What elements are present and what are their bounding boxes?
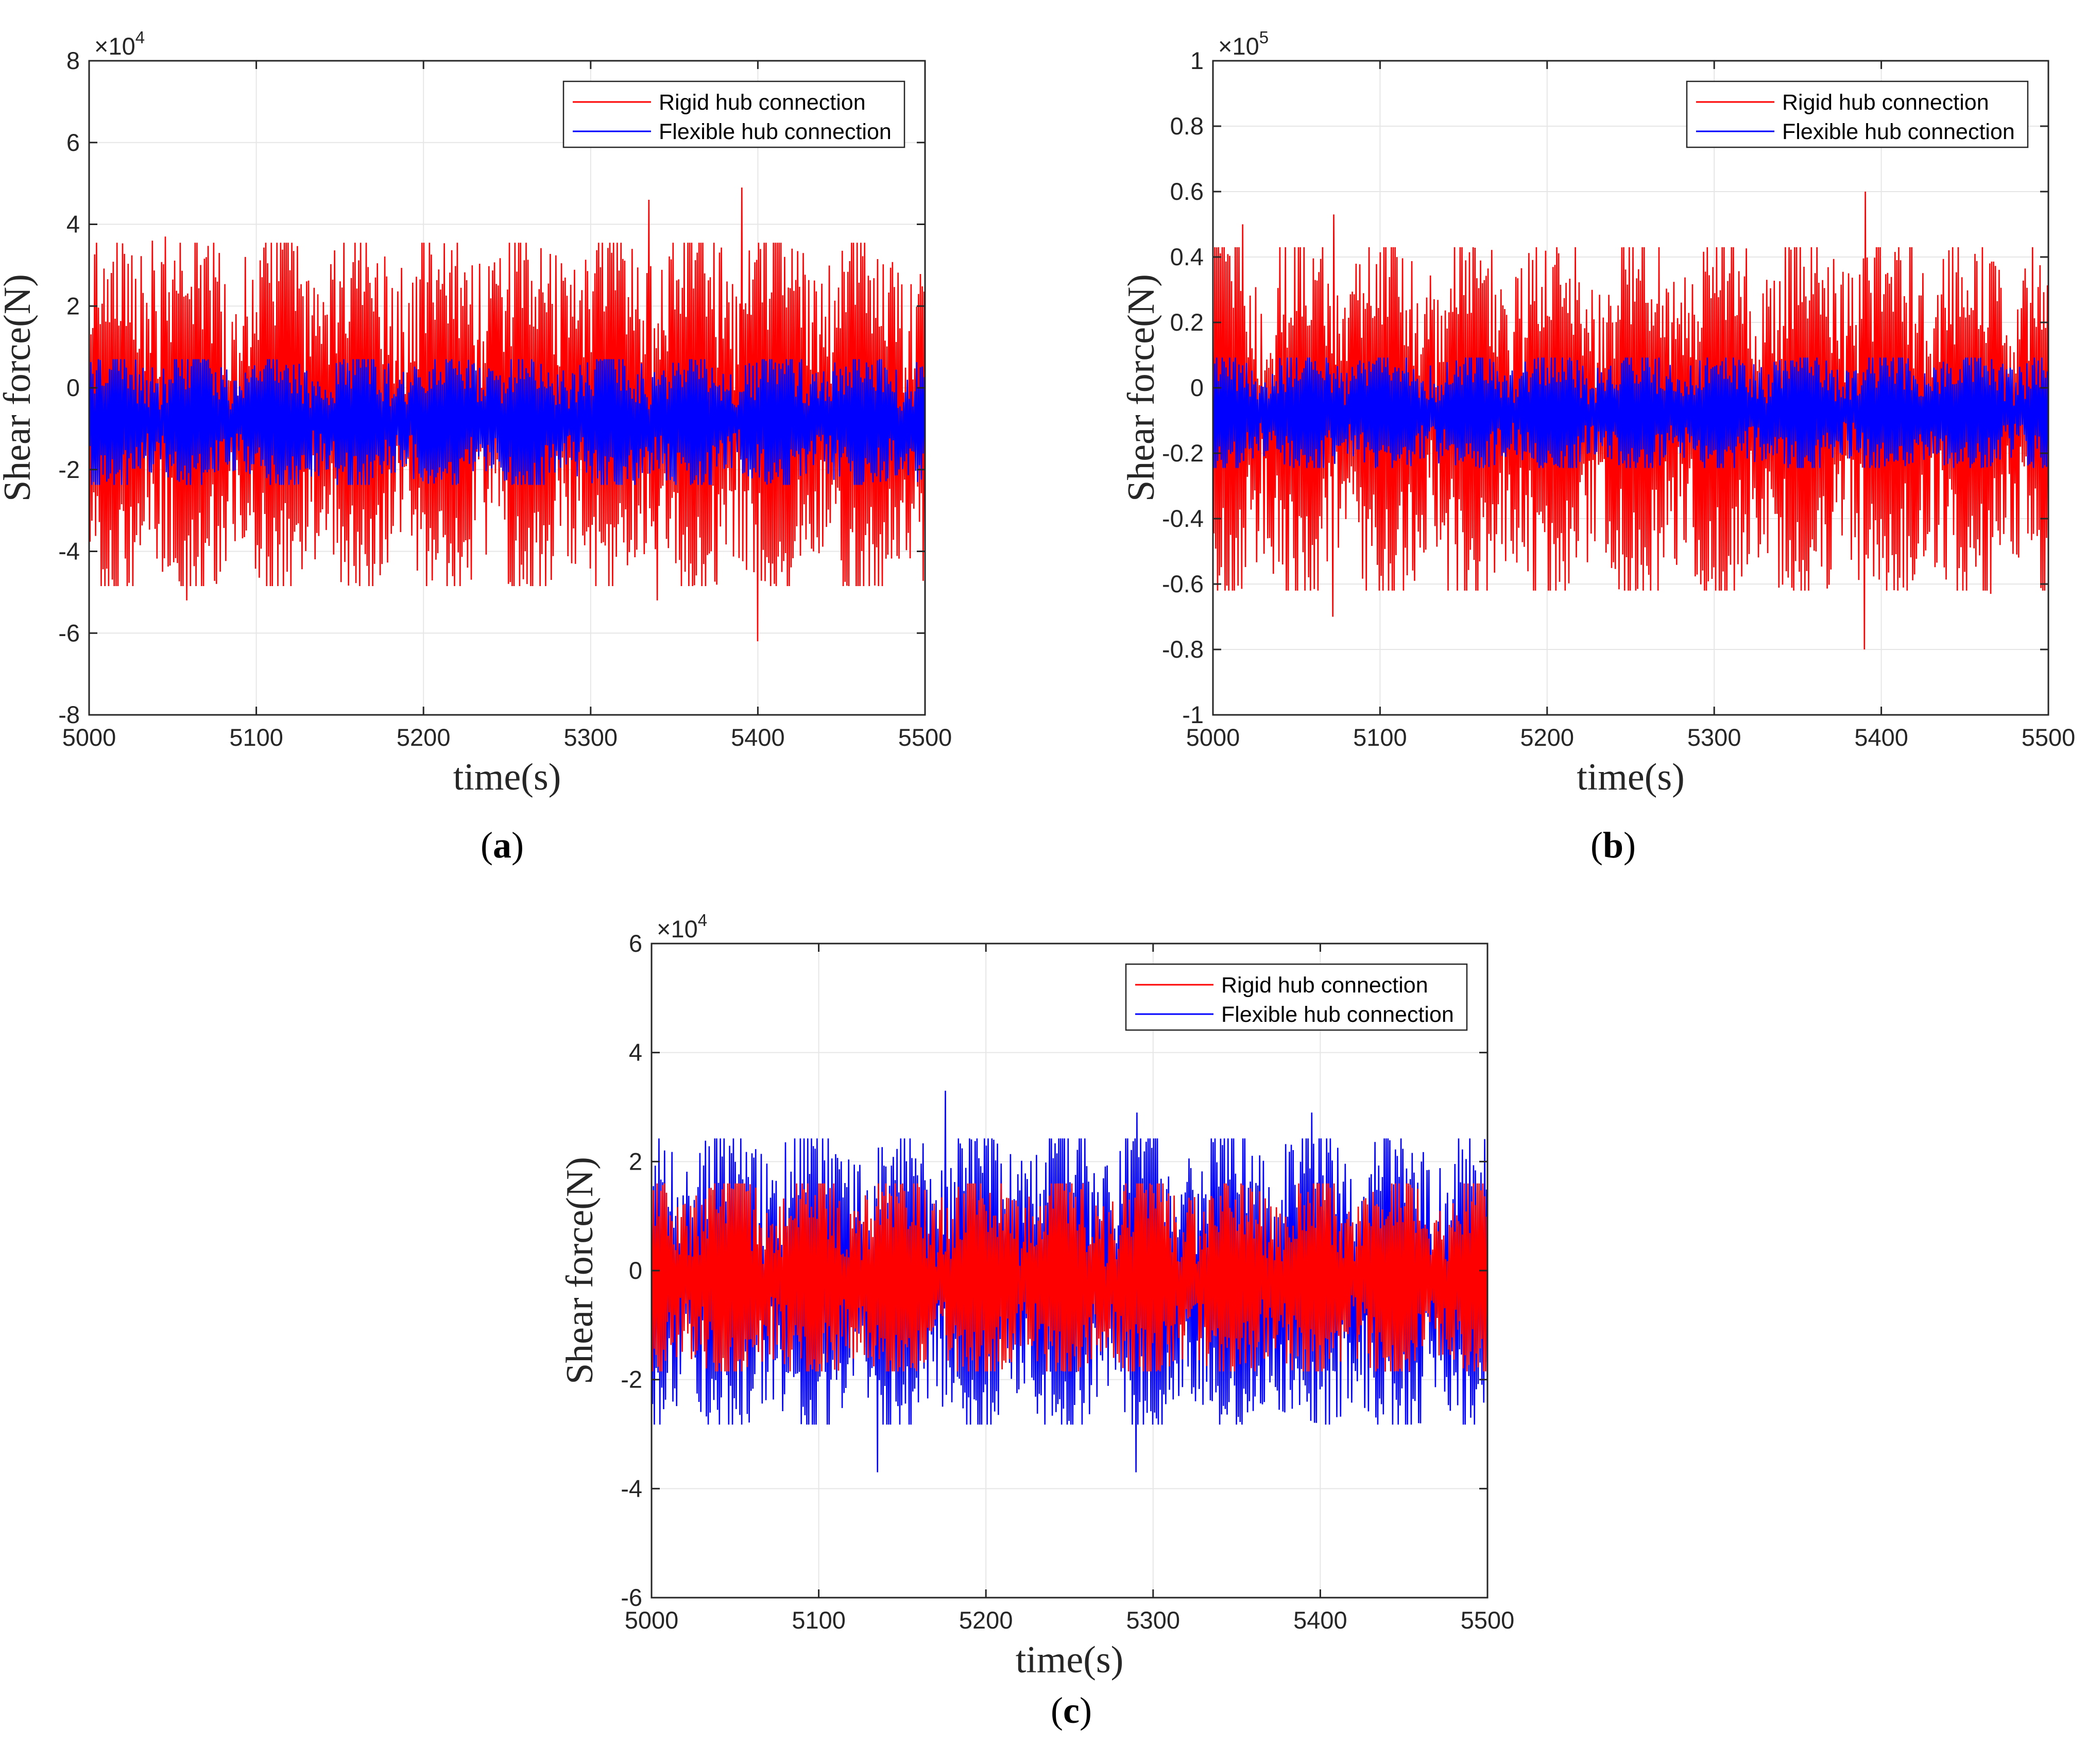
y-tick-label: -1: [1182, 701, 1204, 728]
x-tick-label: 5300: [1126, 1606, 1181, 1634]
x-tick-label: 5100: [1353, 724, 1407, 751]
x-tick-label: 5100: [792, 1606, 846, 1634]
legend-box: [1125, 963, 1468, 1031]
y-tick-label: -2: [621, 1366, 642, 1393]
x-tick-label: 5100: [229, 724, 283, 751]
chart-panel-a: 5000 5100 5200 5300 5400 5500 -8 -6 -4 -2 0 2 4 6 8 ×10…: [0, 28, 952, 866]
y-tick-label: -4: [58, 538, 80, 565]
legend: Rigid hub connection Flexible hub connect…: [1125, 963, 1468, 1031]
y-tick-label: 6: [66, 129, 80, 156]
y-tick-label: -2: [58, 456, 80, 483]
legend-label: Flexible hub connection: [1221, 1002, 1454, 1027]
legend: Rigid hub connection Flexible hub connect…: [562, 80, 905, 148]
series-line-rigid-hub-connection: [89, 187, 925, 642]
y-axis-label: Shear force(N): [559, 1157, 601, 1384]
y-tick-label: 0.8: [1170, 112, 1204, 140]
legend-label: Rigid hub connection: [1782, 90, 1989, 115]
y-tick-label: 0.2: [1170, 309, 1204, 336]
y-tick-label: 0: [66, 374, 80, 401]
legend-label: Rigid hub connection: [1221, 973, 1428, 998]
y-tick-label: 4: [66, 211, 80, 238]
x-tick-label: 5400: [1854, 724, 1908, 751]
y-tick-label: -6: [621, 1584, 642, 1611]
y-tick-label: 0: [1190, 374, 1204, 401]
panel-caption: (a): [481, 825, 524, 866]
legend-box: [562, 80, 905, 148]
x-axis-label: time(s): [1016, 1639, 1124, 1681]
x-tick-label: 5000: [625, 1606, 679, 1634]
y-axis-label: Shear force(N): [0, 274, 39, 502]
legend-label: Rigid hub connection: [659, 90, 866, 115]
y-tick-label: 8: [66, 47, 80, 74]
y-tick-label: -0.6: [1162, 570, 1204, 597]
panel-caption: (b): [1590, 825, 1636, 866]
y-tick-label: 0.4: [1170, 243, 1204, 270]
panel-caption: (c): [1051, 1690, 1092, 1731]
series-line-rigid-hub-connection: [652, 1183, 1487, 1372]
y-exponent-label: ×104: [94, 28, 145, 60]
x-tick-label: 5300: [564, 724, 618, 751]
y-tick-label: -6: [58, 619, 80, 646]
y-tick-label: -0.2: [1162, 439, 1204, 467]
x-tick-label: 5000: [62, 724, 116, 751]
x-tick-label: 5200: [397, 724, 451, 751]
y-tick-label: -0.8: [1162, 636, 1204, 663]
x-axis-label: time(s): [453, 756, 561, 798]
chart-panel-c: 5000 5100 5200 5300 5400 5500 -6 -4 -2 0 2 4 6 ×104 ti…: [559, 911, 1514, 1731]
y-tick-label: 0: [629, 1257, 642, 1284]
x-tick-label: 5500: [898, 724, 952, 751]
x-tick-label: 5500: [2022, 724, 2076, 751]
y-axis-label: Shear force(N): [1120, 274, 1162, 502]
x-tick-label: 5200: [959, 1606, 1013, 1634]
chart-panel-b: 5000 5100 5200 5300 5400 5500 -1 -0.8 -0.6 -0.4 -0…: [1120, 28, 2075, 866]
y-tick-label: 4: [629, 1039, 642, 1066]
series-line-flexible-hub-connection: [1213, 357, 2048, 468]
legend-label: Flexible hub connection: [1782, 119, 2015, 144]
legend-box: [1686, 80, 2029, 148]
series-line-flexible-hub-connection: [89, 359, 925, 485]
x-tick-label: 5300: [1687, 724, 1741, 751]
y-exponent-label: ×104: [657, 911, 707, 943]
y-tick-label: -4: [621, 1475, 642, 1502]
x-axis-label: time(s): [1577, 756, 1685, 798]
y-tick-label: 6: [629, 930, 642, 957]
x-tick-label: 5200: [1520, 724, 1575, 751]
legend-label: Flexible hub connection: [659, 119, 892, 144]
x-tick-label: 5400: [1293, 1606, 1347, 1634]
y-tick-label: -0.4: [1162, 505, 1204, 532]
legend: Rigid hub connection Flexible hub connect…: [1686, 80, 2029, 148]
y-tick-label: 2: [66, 292, 80, 319]
y-tick-label: 0.6: [1170, 178, 1204, 205]
y-tick-label: 1: [1190, 47, 1204, 74]
x-tick-label: 5500: [1461, 1606, 1515, 1634]
y-exponent-label: ×105: [1218, 28, 1269, 60]
x-tick-label: 5000: [1186, 724, 1240, 751]
y-tick-label: 2: [629, 1148, 642, 1175]
y-tick-label: -8: [58, 701, 80, 728]
x-tick-label: 5400: [731, 724, 785, 751]
